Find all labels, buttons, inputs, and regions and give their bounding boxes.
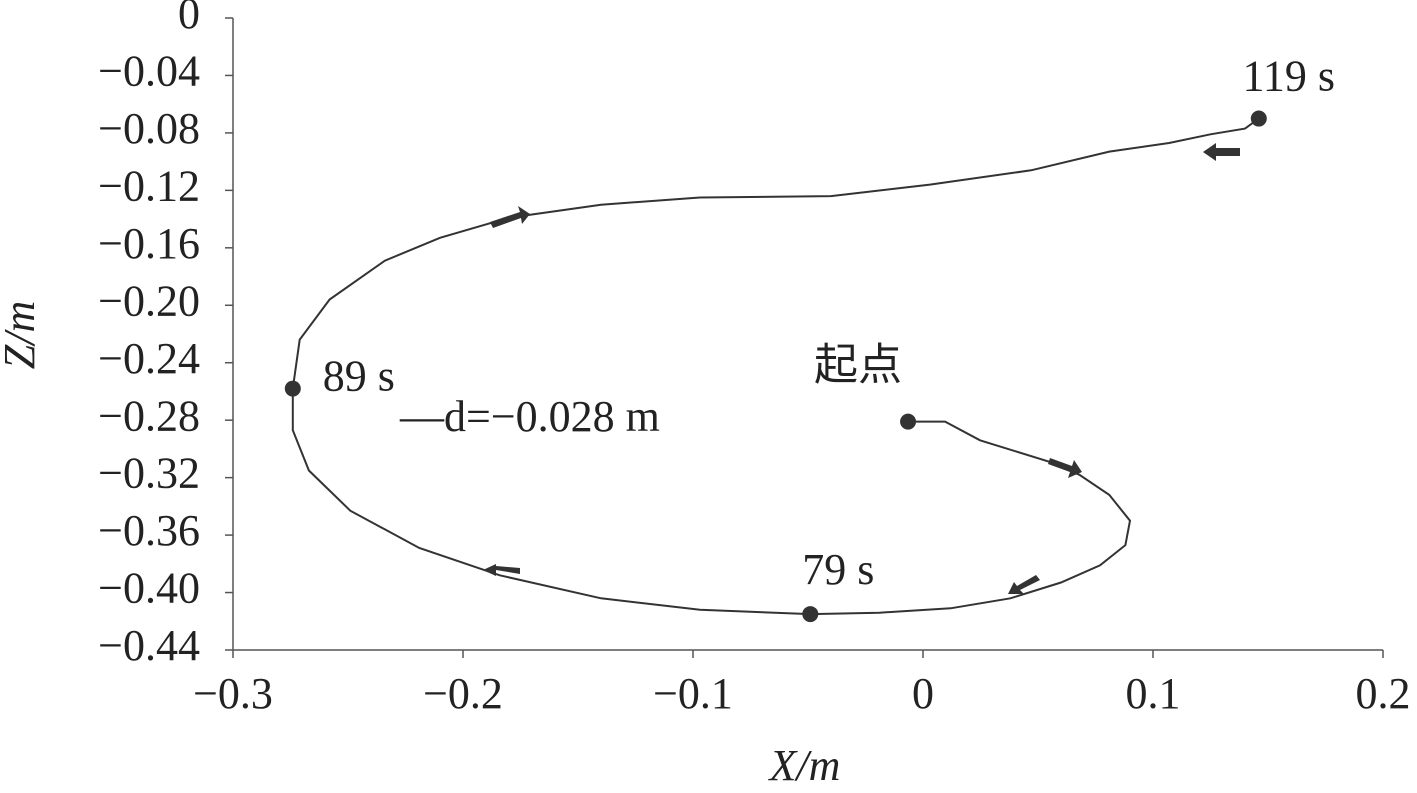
- marker-label: 89 s: [323, 352, 395, 401]
- marker: [1250, 110, 1267, 127]
- y-axis-title: Z/m: [0, 301, 44, 369]
- y-tick-label: −0.12: [98, 161, 200, 210]
- x-tick-label: −0.3: [193, 669, 273, 718]
- x-tick-label: 0: [912, 669, 934, 718]
- y-tick-label: −0.44: [98, 621, 200, 670]
- y-tick-label: −0.24: [98, 334, 200, 383]
- y-tick-label: −0.32: [98, 449, 200, 498]
- x-tick-label: −0.1: [653, 669, 733, 718]
- x-axis-title: X/m: [768, 741, 841, 790]
- trajectory-line: [291, 117, 1260, 616]
- y-tick-label: −0.40: [98, 564, 200, 613]
- x-tick-label: −0.2: [423, 669, 503, 718]
- annotation: —d=−0.028 m: [399, 392, 660, 441]
- arrow: [1203, 143, 1240, 161]
- marker-label: 起点: [814, 341, 902, 390]
- y-tick-label: −0.16: [98, 219, 200, 268]
- y-tick-label: −0.36: [98, 506, 200, 555]
- y-tick-label: −0.20: [98, 276, 200, 325]
- x-tick-label: 0.2: [1356, 669, 1411, 718]
- marker-label: 79 s: [802, 545, 874, 594]
- arrow: [1008, 575, 1040, 594]
- y-tick-label: −0.08: [98, 104, 200, 153]
- y-tick-label: −0.04: [98, 47, 200, 96]
- arrow: [483, 564, 520, 576]
- marker: [900, 413, 917, 430]
- x-tick-label: 0.1: [1126, 669, 1181, 718]
- marker: [284, 380, 301, 397]
- y-tick-label: 0: [178, 0, 200, 38]
- marker-label: 119 s: [1243, 52, 1336, 101]
- marker: [802, 606, 819, 623]
- y-tick-label: −0.28: [98, 391, 200, 440]
